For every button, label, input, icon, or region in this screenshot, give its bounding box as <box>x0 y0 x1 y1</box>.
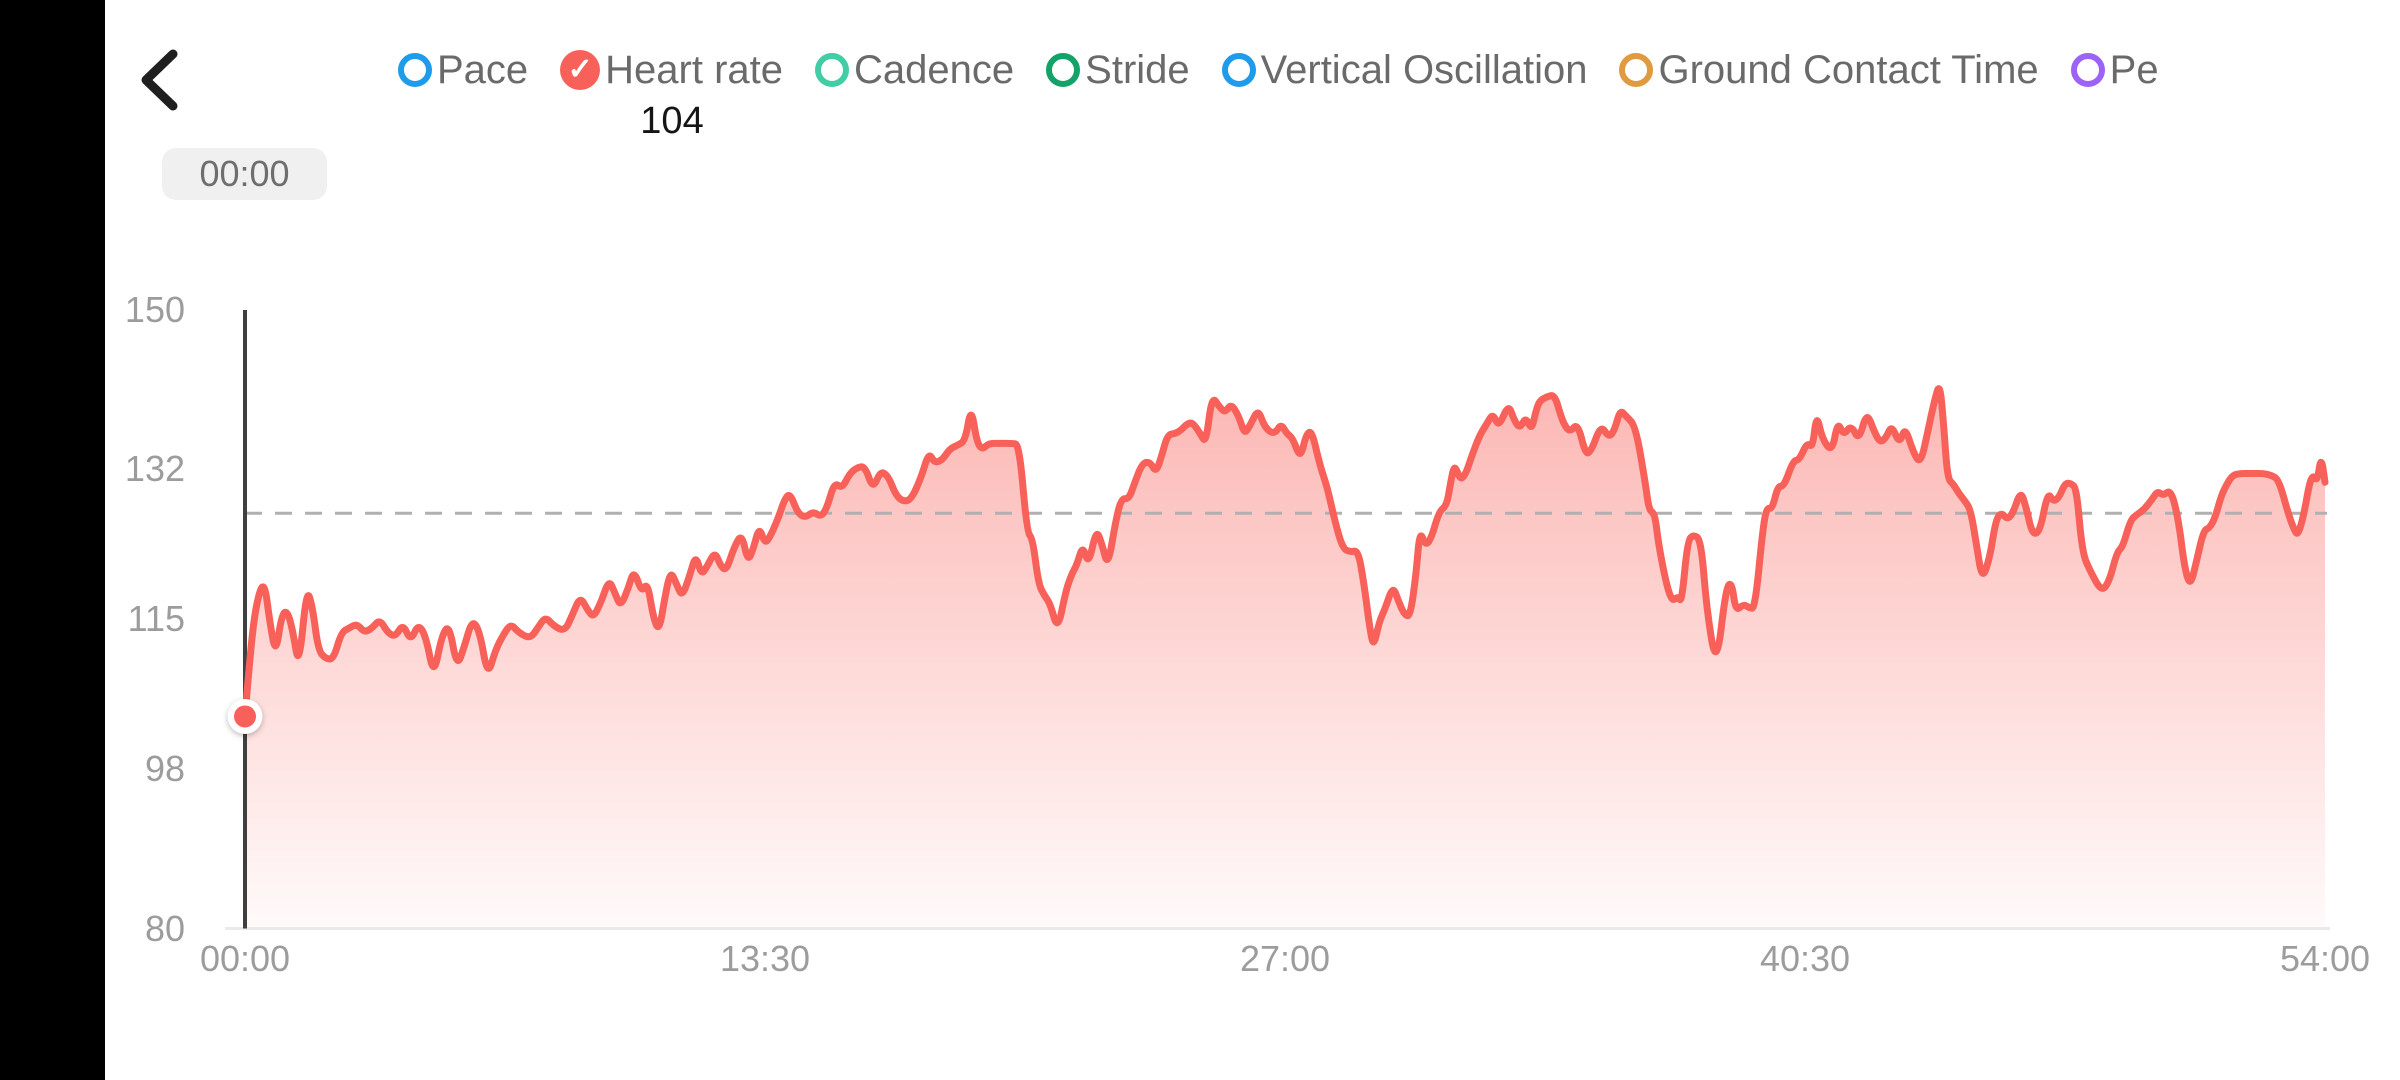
y-tick-label: 132 <box>124 448 185 490</box>
legend-item-heart-rate[interactable]: ✓ Heart rate <box>560 48 783 93</box>
heart-rate-line <box>241 385 2329 720</box>
x-tick-label: 13:30 <box>719 938 811 979</box>
back-chevron-icon <box>141 49 178 111</box>
heart-rate-check-icon: ✓ <box>560 50 601 90</box>
y-tick-label: 115 <box>127 598 185 640</box>
x-tick-label: 00:00 <box>199 938 291 979</box>
legend-item-cadence[interactable]: Cadence <box>815 48 1014 93</box>
metric-legend: Pace ✓ Heart rate Cadence Stride Vertical Osc… <box>398 48 2159 92</box>
y-tick-label: 150 <box>124 289 185 330</box>
legend-label: Heart rate <box>605 47 784 92</box>
x-tick-label: 54:00 <box>2279 938 2371 979</box>
x-tick-label: 27:00 <box>1239 938 1331 979</box>
pace-circle-icon <box>398 53 432 87</box>
legend-label: Stride <box>1085 47 1190 92</box>
legend-item-vertical-oscillation[interactable]: Vertical Oscillation <box>1221 47 1588 93</box>
selected-metric-value: 104 <box>640 100 704 142</box>
legend-label: Ground Contact Time <box>1658 47 2039 92</box>
legend-label: Vertical Oscillation <box>1260 47 1588 92</box>
ground-contact-time-circle-icon <box>1619 53 1654 87</box>
stride-circle-icon <box>1046 53 1081 87</box>
legend-item-stride[interactable]: Stride <box>1046 48 1190 93</box>
heart-rate-area-fill <box>245 388 2325 929</box>
cadence-circle-icon <box>815 53 850 87</box>
selected-point-marker[interactable] <box>227 698 263 734</box>
legend-item-ground-contact-time[interactable]: Ground Contact Time <box>1619 47 2039 93</box>
y-tick-label: 80 <box>144 907 185 949</box>
legend-label: Pace <box>437 47 529 92</box>
legend-item-pace[interactable]: Pace <box>398 48 528 93</box>
screen-edge-bar <box>0 0 105 1080</box>
legend-label: Cadence <box>854 47 1015 92</box>
performance-circle-icon <box>2070 53 2105 87</box>
y-tick-label: 98 <box>144 748 185 790</box>
vertical-oscillation-circle-icon <box>1221 53 1256 87</box>
legend-label: Pe <box>2109 47 2159 92</box>
selected-time-chip: 00:00 <box>162 148 327 200</box>
back-button[interactable] <box>128 40 198 120</box>
legend-item-performance[interactable]: Pe <box>2070 47 2159 93</box>
x-tick-label: 40:30 <box>1759 938 1851 979</box>
